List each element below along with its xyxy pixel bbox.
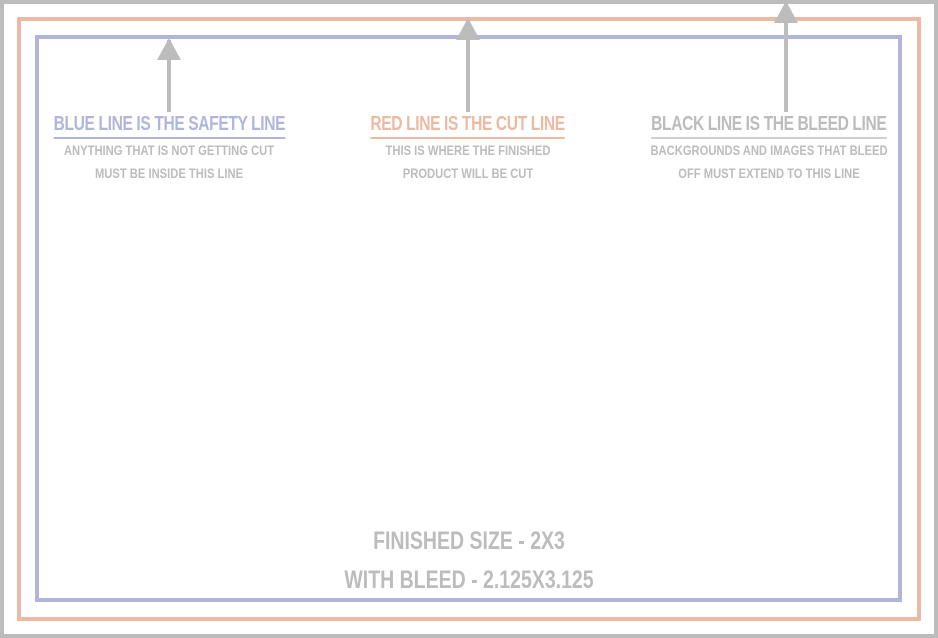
safety-desc-2: MUST BE INSIDE THIS LINE: [94, 165, 244, 181]
safety-note: BLUE LINE IS THE SAFETY LINE ANYTHING TH…: [9, 113, 329, 185]
cut-note: RED LINE IS THE CUT LINE THIS IS WHERE T…: [308, 113, 628, 185]
bleed-desc-1: BACKGROUNDS AND IMAGES THAT BLEED: [650, 142, 888, 158]
bleed-desc-2: OFF MUST EXTEND TO THIS LINE: [678, 165, 860, 181]
bleed-title: BLACK LINE IS THE BLEED LINE: [651, 113, 887, 139]
cut-title: RED LINE IS THE CUT LINE: [370, 113, 566, 139]
cut-desc-2: PRODUCT WILL BE CUT: [402, 165, 534, 181]
finished-size: FINISHED SIZE - 2X3: [373, 527, 565, 555]
safety-title: BLUE LINE IS THE SAFETY LINE: [53, 113, 285, 139]
bleed-note: BLACK LINE IS THE BLEED LINE BACKGROUNDS…: [609, 113, 929, 185]
arrow-up-icon: [774, 1, 798, 112]
bleed-size: WITH BLEED - 2.125X3.125: [344, 566, 594, 594]
cut-desc-1: THIS IS WHERE THE FINISHED: [385, 142, 551, 158]
safety-desc-1: ANYTHING THAT IS NOT GETTING CUT: [63, 142, 275, 158]
arrow-up-icon: [456, 18, 480, 112]
arrow-up-icon: [157, 38, 181, 112]
